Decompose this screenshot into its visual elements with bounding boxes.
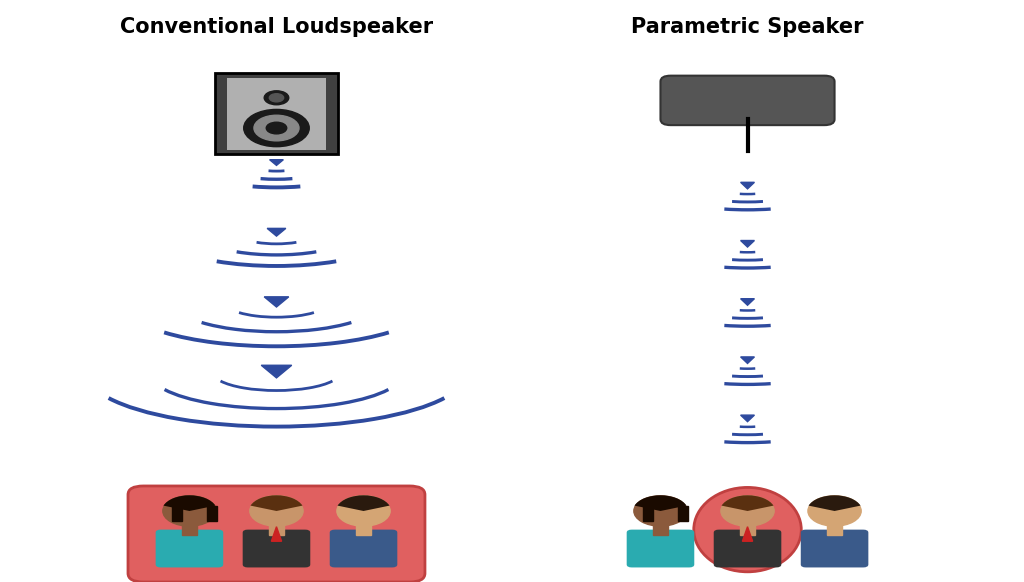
Circle shape: [808, 496, 861, 526]
FancyBboxPatch shape: [227, 78, 326, 150]
Polygon shape: [261, 365, 292, 378]
Bar: [643, 506, 653, 521]
Polygon shape: [267, 228, 286, 236]
FancyBboxPatch shape: [330, 530, 397, 567]
Text: Parametric Speaker: Parametric Speaker: [631, 17, 864, 37]
Bar: [172, 506, 182, 521]
Circle shape: [250, 496, 303, 526]
Circle shape: [337, 496, 390, 526]
Polygon shape: [264, 297, 289, 307]
FancyBboxPatch shape: [156, 530, 223, 567]
Wedge shape: [251, 495, 302, 511]
Circle shape: [266, 122, 287, 134]
Polygon shape: [740, 415, 755, 421]
Polygon shape: [740, 357, 755, 363]
Wedge shape: [809, 495, 860, 511]
Circle shape: [254, 115, 299, 141]
Bar: [269, 521, 284, 535]
Wedge shape: [164, 495, 215, 511]
Ellipse shape: [694, 487, 801, 572]
Polygon shape: [269, 159, 284, 165]
Circle shape: [634, 496, 687, 526]
Bar: [740, 521, 755, 535]
Polygon shape: [740, 240, 755, 247]
FancyBboxPatch shape: [714, 530, 781, 567]
FancyBboxPatch shape: [801, 530, 868, 567]
FancyBboxPatch shape: [243, 530, 310, 567]
Wedge shape: [338, 495, 389, 511]
Bar: [827, 521, 842, 535]
FancyBboxPatch shape: [660, 76, 835, 125]
Text: Conventional Loudspeaker: Conventional Loudspeaker: [120, 17, 433, 37]
Bar: [356, 521, 371, 535]
FancyBboxPatch shape: [627, 530, 694, 567]
Circle shape: [163, 496, 216, 526]
Polygon shape: [271, 527, 282, 541]
Circle shape: [721, 496, 774, 526]
Bar: [182, 521, 197, 535]
Circle shape: [264, 91, 289, 105]
FancyBboxPatch shape: [128, 486, 425, 582]
Circle shape: [269, 94, 284, 102]
Bar: [653, 521, 668, 535]
FancyBboxPatch shape: [215, 73, 338, 154]
Polygon shape: [740, 299, 755, 305]
Wedge shape: [722, 495, 773, 511]
Polygon shape: [742, 527, 753, 541]
Bar: [678, 506, 688, 521]
Wedge shape: [635, 495, 686, 511]
Circle shape: [244, 109, 309, 147]
Bar: [207, 506, 217, 521]
Polygon shape: [740, 182, 755, 189]
